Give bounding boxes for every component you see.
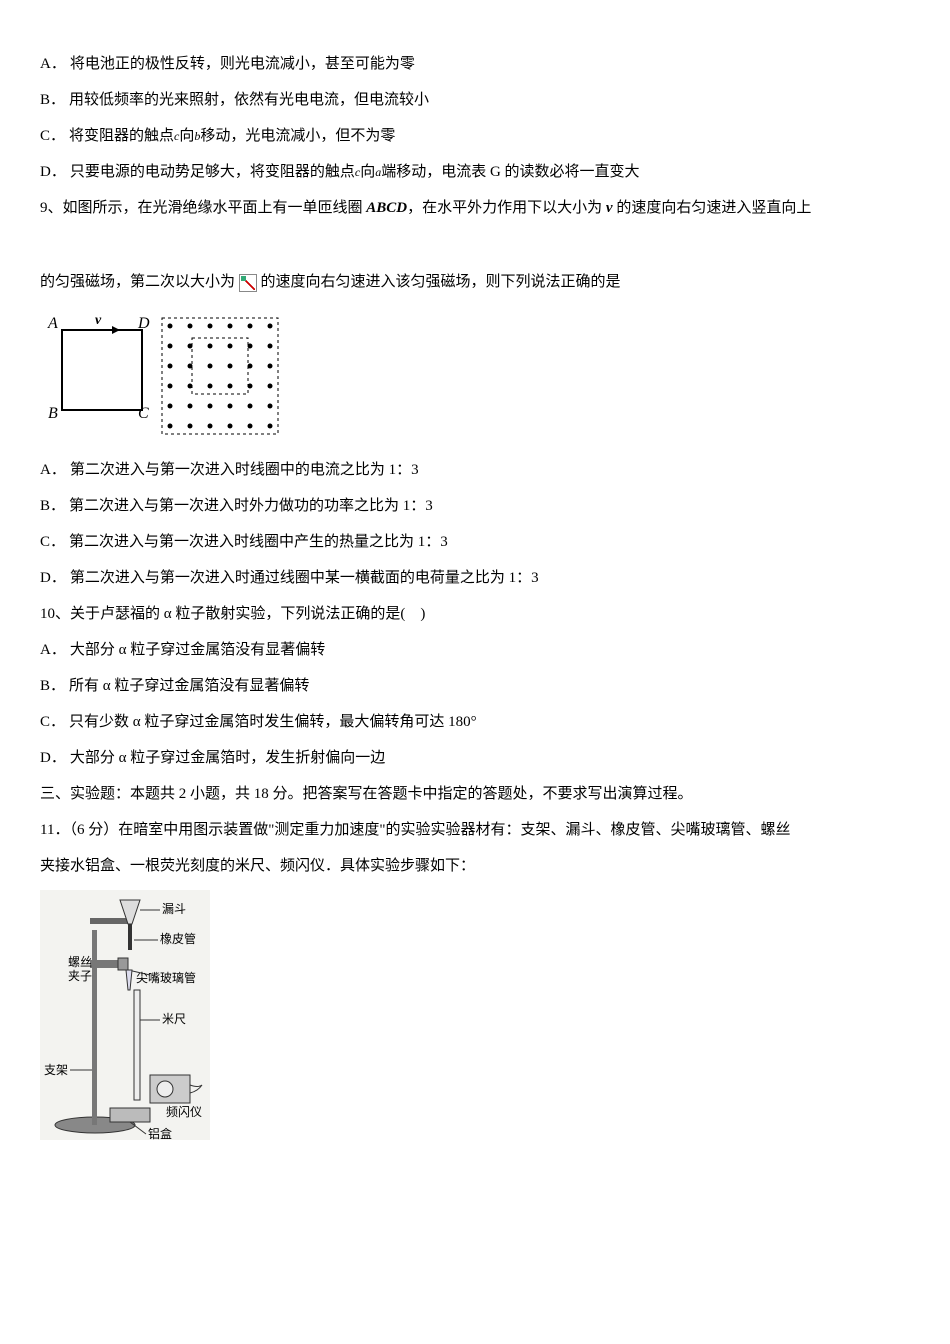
option-a-label: A． [40, 52, 66, 76]
label-stand: 支架 [44, 1063, 68, 1077]
option-b: B．用较低频率的光来照射，依然有光电电流，但电流较小 [40, 88, 910, 112]
q9c-text: 第二次进入与第一次进入时线圈中产生的热量之比为 1：3 [69, 534, 448, 550]
strobe-lens [157, 1081, 173, 1097]
q11-label: 11． [40, 822, 69, 838]
label-A: A [47, 315, 58, 332]
q9a-text: 第二次进入与第一次进入时线圈中的电流之比为 1：3 [70, 462, 419, 478]
option-d-label: D． [40, 160, 66, 184]
q9-option-a: A．第二次进入与第一次进入时线圈中的电流之比为 1：3 [40, 458, 910, 482]
section3-text: 三、实验题：本题共 2 小题，共 18 分。把答案写在答题卡中指定的答题处，不要… [40, 786, 693, 802]
q11-part1: 在暗室中用图示装置做"测定重力加速度"的实验实验器材有：支架、漏斗、橡皮管、尖嘴… [118, 822, 790, 838]
q9a-label: A． [40, 458, 66, 482]
q11-score: （6 分） [69, 822, 118, 838]
q9-part4: 的匀强磁场，第二次以大小为 [40, 274, 235, 290]
q10-option-b: B．所有 α 粒子穿过金属箔没有显著偏转 [40, 674, 910, 698]
dot-field [168, 324, 273, 429]
q9c-label: C． [40, 530, 65, 554]
q9-v: v [606, 200, 613, 216]
option-d: D．只要电源的电动势足够大，将变阻器的触点c向a端移动，电流表 G 的读数必将一… [40, 160, 910, 184]
label-clip: 夹子 [68, 969, 92, 983]
label-C: C [138, 405, 149, 422]
top-clamp [90, 918, 130, 924]
option-d-suffix: 端移动，电流表 G 的读数必将一直变大 [381, 164, 639, 180]
label-ruler: 米尺 [162, 1012, 186, 1026]
stand-pole [92, 930, 97, 1125]
clamp2 [90, 960, 120, 968]
q9-option-b: B．第二次进入与第一次进入时外力做功的功率之比为 1：3 [40, 494, 910, 518]
label-tube: 橡皮管 [160, 931, 196, 946]
option-d-mid: 向 [360, 164, 375, 180]
option-c-suffix: 移动，光电流减小，但不为零 [200, 128, 395, 144]
q9b-label: B． [40, 494, 65, 518]
q10-stem: 10、关于卢瑟福的 α 粒子散射实验，下列说法正确的是( ) [40, 602, 910, 626]
q10c-text: 只有少数 α 粒子穿过金属箔时发生偏转，最大偏转角可达 180° [69, 714, 477, 730]
coil-box [62, 330, 142, 410]
q9-option-c: C．第二次进入与第一次进入时线圈中产生的热量之比为 1：3 [40, 530, 910, 554]
label-box: 铝盒 [148, 1126, 172, 1140]
q10d-label: D． [40, 746, 66, 770]
option-c-prefix: 将变阻器的触点 [69, 128, 174, 144]
label-v: v [95, 313, 102, 328]
q10-text: 关于卢瑟福的 α 粒子散射实验，下列说法正确的是( ) [70, 606, 425, 622]
option-d-prefix: 只要电源的电动势足够大，将变阻器的触点 [70, 164, 355, 180]
q10a-text: 大部分 α 粒子穿过金属箔没有显著偏转 [70, 642, 325, 658]
field-boundary [162, 318, 278, 434]
option-c-mid: 向 [179, 128, 194, 144]
option-a-text: 将电池正的极性反转，则光电流减小，甚至可能为零 [70, 56, 415, 72]
q9d-text: 第二次进入与第一次进入时通过线圈中某一横截面的电荷量之比为 1：3 [70, 570, 539, 586]
option-b-label: B． [40, 88, 65, 112]
section3-heading: 三、实验题：本题共 2 小题，共 18 分。把答案写在答题卡中指定的答题处，不要… [40, 782, 910, 806]
option-a: A．将电池正的极性反转，则光电流减小，甚至可能为零 [40, 52, 910, 76]
q10a-label: A． [40, 638, 66, 662]
q10-option-a: A．大部分 α 粒子穿过金属箔没有显著偏转 [40, 638, 910, 662]
q10b-label: B． [40, 674, 65, 698]
option-c-label: C． [40, 124, 65, 148]
q9-stem-line2: 的匀强磁场，第二次以大小为 的速度向右匀速进入该匀强磁场，则下列说法正确的是 [40, 270, 910, 294]
q9b-text: 第二次进入与第一次进入时外力做功的功率之比为 1：3 [69, 498, 433, 514]
q9d-label: D． [40, 566, 66, 590]
label-glass: 尖嘴玻璃管 [136, 970, 196, 985]
inner-dashed [192, 338, 248, 394]
q9-part3: 的速度向右匀速进入竖直向上 [613, 200, 812, 216]
q9-option-d: D．第二次进入与第一次进入时通过线圈中某一横截面的电荷量之比为 1：3 [40, 566, 910, 590]
q10c-label: C． [40, 710, 65, 734]
q9-stem-line1: 9、如图所示，在光滑绝缘水平面上有一单匝线圈 ABCD，在水平外力作用下以大小为… [40, 196, 910, 220]
label-B: B [48, 405, 58, 422]
q10-label: 10、 [40, 606, 70, 622]
screw-clip [118, 958, 128, 970]
q9-part5: 的速度向右匀速进入该匀强磁场，则下列说法正确的是 [261, 274, 621, 290]
broken-image-icon [239, 274, 257, 292]
option-c: C．将变阻器的触点c向b移动，光电流减小，但不为零 [40, 124, 910, 148]
ruler [134, 990, 140, 1100]
q9-abcd: ABCD [366, 200, 407, 216]
q11-stem-line2: 夹接水铝盒、一根荧光刻度的米尺、频闪仪．具体实验步骤如下： [40, 854, 910, 878]
q9-label: 9、 [40, 200, 63, 216]
option-b-text: 用较低频率的光来照射，依然有光电电流，但电流较小 [69, 92, 429, 108]
box [110, 1108, 150, 1122]
q11-part2: 夹接水铝盒、一根荧光刻度的米尺、频闪仪．具体实验步骤如下： [40, 858, 475, 874]
q10d-text: 大部分 α 粒子穿过金属箔时，发生折射偏向一边 [70, 750, 385, 766]
q10-option-c: C．只有少数 α 粒子穿过金属箔时发生偏转，最大偏转角可达 180° [40, 710, 910, 734]
q10-option-d: D．大部分 α 粒子穿过金属箔时，发生折射偏向一边 [40, 746, 910, 770]
q9-part1: 如图所示，在光滑绝缘水平面上有一单匝线圈 [63, 200, 367, 216]
q11-stem-line1: 11．（6 分）在暗室中用图示装置做"测定重力加速度"的实验实验器材有：支架、漏… [40, 818, 910, 842]
q9-diagram: A D B C v [40, 306, 300, 446]
label-screw: 螺丝 [68, 955, 92, 969]
label-strobe: 频闪仪 [166, 1105, 202, 1119]
q11-apparatus-diagram: 漏斗 橡皮管 螺丝 夹子 尖嘴玻璃管 米尺 支架 频闪仪 铝盒 [40, 890, 210, 1140]
q9-part2: ，在水平外力作用下以大小为 [407, 200, 606, 216]
q10b-text: 所有 α 粒子穿过金属箔没有显著偏转 [69, 678, 309, 694]
label-funnel: 漏斗 [162, 902, 186, 916]
